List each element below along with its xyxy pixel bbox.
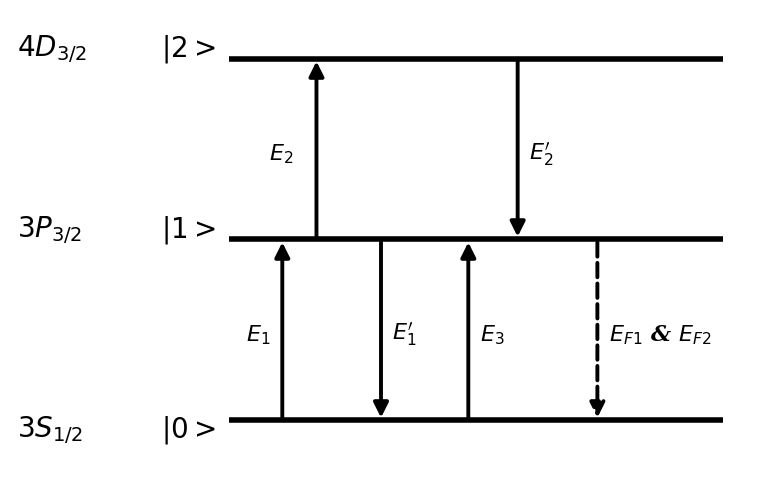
Text: $\boldsymbol{E_1'}$: $\boldsymbol{E_1'}$ — [392, 321, 417, 349]
Text: $4D_{3/2}$: $4D_{3/2}$ — [17, 33, 86, 65]
Text: $\boldsymbol{E_2'}$: $\boldsymbol{E_2'}$ — [529, 140, 553, 168]
Text: $\boldsymbol{E_2}$: $\boldsymbol{E_2}$ — [270, 142, 293, 166]
Text: $\boldsymbol{E_3}$: $\boldsymbol{E_3}$ — [480, 323, 504, 346]
Text: $3S_{1/2}$: $3S_{1/2}$ — [17, 414, 82, 446]
Text: $|0>$: $|0>$ — [161, 414, 216, 446]
Text: $|2>$: $|2>$ — [161, 33, 216, 65]
Text: $\boldsymbol{E_{F1}}$ & $\boldsymbol{E_{F2}}$: $\boldsymbol{E_{F1}}$ & $\boldsymbol{E_{… — [609, 323, 711, 346]
Text: $\boldsymbol{E_1}$: $\boldsymbol{E_1}$ — [246, 323, 271, 346]
Text: $|1>$: $|1>$ — [161, 214, 216, 246]
Text: $3P_{3/2}$: $3P_{3/2}$ — [17, 214, 82, 246]
